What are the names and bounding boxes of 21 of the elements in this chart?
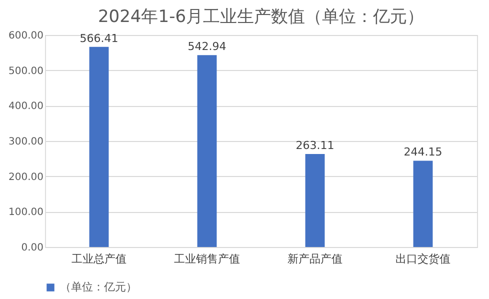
y-tick-label: 600.00 (8, 30, 44, 42)
y-tick-label: 200.00 (8, 172, 44, 183)
x-tick-label: 工业总产值 (72, 252, 126, 266)
y-tick-label: 500.00 (8, 66, 44, 77)
y-tick-label: 300.00 (8, 136, 44, 148)
legend-label: （单位：亿元） (60, 280, 137, 294)
x-tick-label: 工业销售产值 (174, 252, 240, 266)
data-label: 244.15 (404, 146, 442, 159)
bar (197, 55, 217, 247)
chart-title: 2024年1-6月工业生产数值（单位：亿元） (98, 7, 424, 27)
y-tick-label: 0.00 (21, 242, 44, 254)
bar (305, 154, 325, 247)
y-tick-label: 100.00 (8, 207, 44, 218)
data-label: 542.94 (188, 40, 226, 54)
y-tick-label: 400.00 (8, 101, 44, 112)
bar (89, 46, 109, 247)
data-label: 263.11 (296, 139, 334, 152)
bar (413, 160, 433, 247)
data-label: 566.41 (80, 32, 118, 45)
x-tick-label: 新产品产值 (288, 252, 342, 266)
x-tick-label: 出口交货值 (396, 252, 450, 266)
